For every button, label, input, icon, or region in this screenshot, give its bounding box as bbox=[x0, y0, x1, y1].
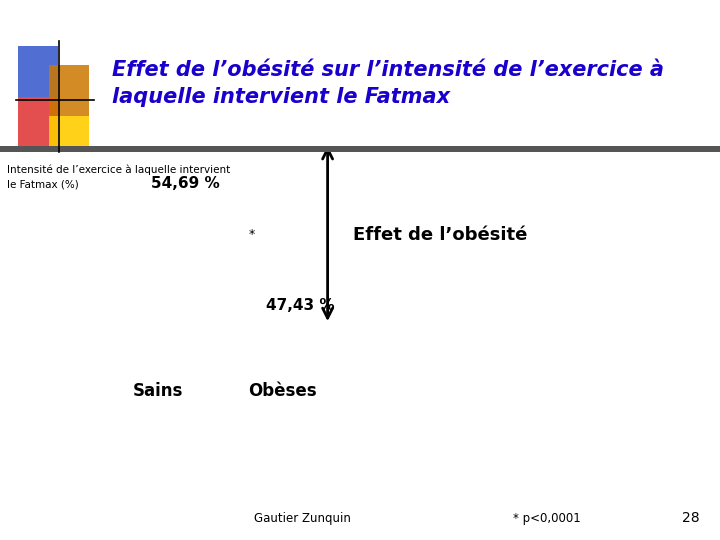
Text: Gautier Zunquin: Gautier Zunquin bbox=[254, 512, 351, 525]
Text: Effet de l’obésité sur l’intensité de l’exercice à: Effet de l’obésité sur l’intensité de l’… bbox=[112, 60, 664, 80]
Text: 47,43 %: 47,43 % bbox=[266, 298, 335, 313]
Text: Intensité de l’exercice à laquelle intervient: Intensité de l’exercice à laquelle inter… bbox=[7, 165, 230, 175]
Text: 54,69 %: 54,69 % bbox=[151, 176, 220, 191]
Text: laquelle intervient le Fatmax: laquelle intervient le Fatmax bbox=[112, 87, 450, 107]
Text: le Fatmax (%): le Fatmax (%) bbox=[7, 179, 79, 190]
Text: Sains: Sains bbox=[133, 382, 184, 401]
Text: Obèses: Obèses bbox=[248, 382, 317, 401]
Text: 28: 28 bbox=[683, 511, 700, 525]
Text: *: * bbox=[248, 228, 255, 241]
Text: Effet de l’obésité: Effet de l’obésité bbox=[353, 226, 527, 244]
Text: * p<0,0001: * p<0,0001 bbox=[513, 512, 581, 525]
